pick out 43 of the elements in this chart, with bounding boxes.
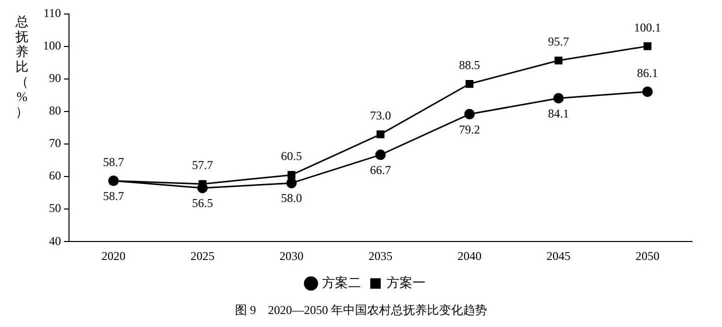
point: [553, 92, 564, 104]
point: [375, 150, 386, 160]
data-label: 57.7: [192, 158, 213, 172]
data-label: 73.0: [370, 108, 391, 122]
y-tick-label: 90: [49, 71, 61, 86]
point: [642, 86, 653, 97]
point: [288, 171, 296, 179]
x-tick-label: 2030: [280, 248, 304, 263]
x-tick-label: 2040: [458, 248, 482, 263]
data-label: 79.2: [459, 122, 480, 136]
y-tick-label: 60: [49, 168, 61, 183]
data-label: 100.1: [634, 20, 661, 34]
x-tick-label: 2025: [190, 248, 214, 263]
point: [286, 178, 297, 188]
y-tick-label: 100: [43, 38, 61, 53]
y-axis-title: 总抚养比（%）: [14, 14, 30, 119]
text: 图 9 2020—2050 年中国农村总抚养比变化趋势: [234, 302, 488, 319]
y-tick-label: 110: [43, 6, 61, 20]
data-label: 84.1: [548, 106, 569, 120]
y-tick-label: 50: [49, 201, 61, 216]
x-tick-label: 2045: [546, 248, 570, 263]
data-label: 58.7: [103, 188, 124, 203]
point: [466, 80, 474, 88]
y-tick-label: 80: [49, 104, 61, 118]
data-label: 66.7: [370, 162, 391, 177]
legend-label: 方案一: [386, 274, 426, 290]
data-label: 86.1: [637, 66, 658, 80]
data-label: 58.7: [103, 154, 124, 169]
point: [464, 108, 475, 120]
point: [644, 42, 652, 50]
y-tick-label: 40: [49, 234, 61, 248]
data-label: 56.5: [192, 196, 213, 210]
x-tick-label: 2050: [636, 248, 660, 263]
point: [554, 56, 562, 64]
point: [376, 130, 384, 138]
x-tick-label: 2020: [102, 248, 126, 263]
x-tick-label: 2035: [368, 248, 392, 263]
legend-label: 方案二: [322, 274, 361, 290]
y-tick-label: 70: [49, 136, 61, 150]
data-label: 60.5: [281, 149, 302, 164]
data-label: 95.7: [548, 34, 569, 49]
data-label: 88.5: [459, 58, 480, 72]
data-label: 58.0: [281, 191, 302, 206]
